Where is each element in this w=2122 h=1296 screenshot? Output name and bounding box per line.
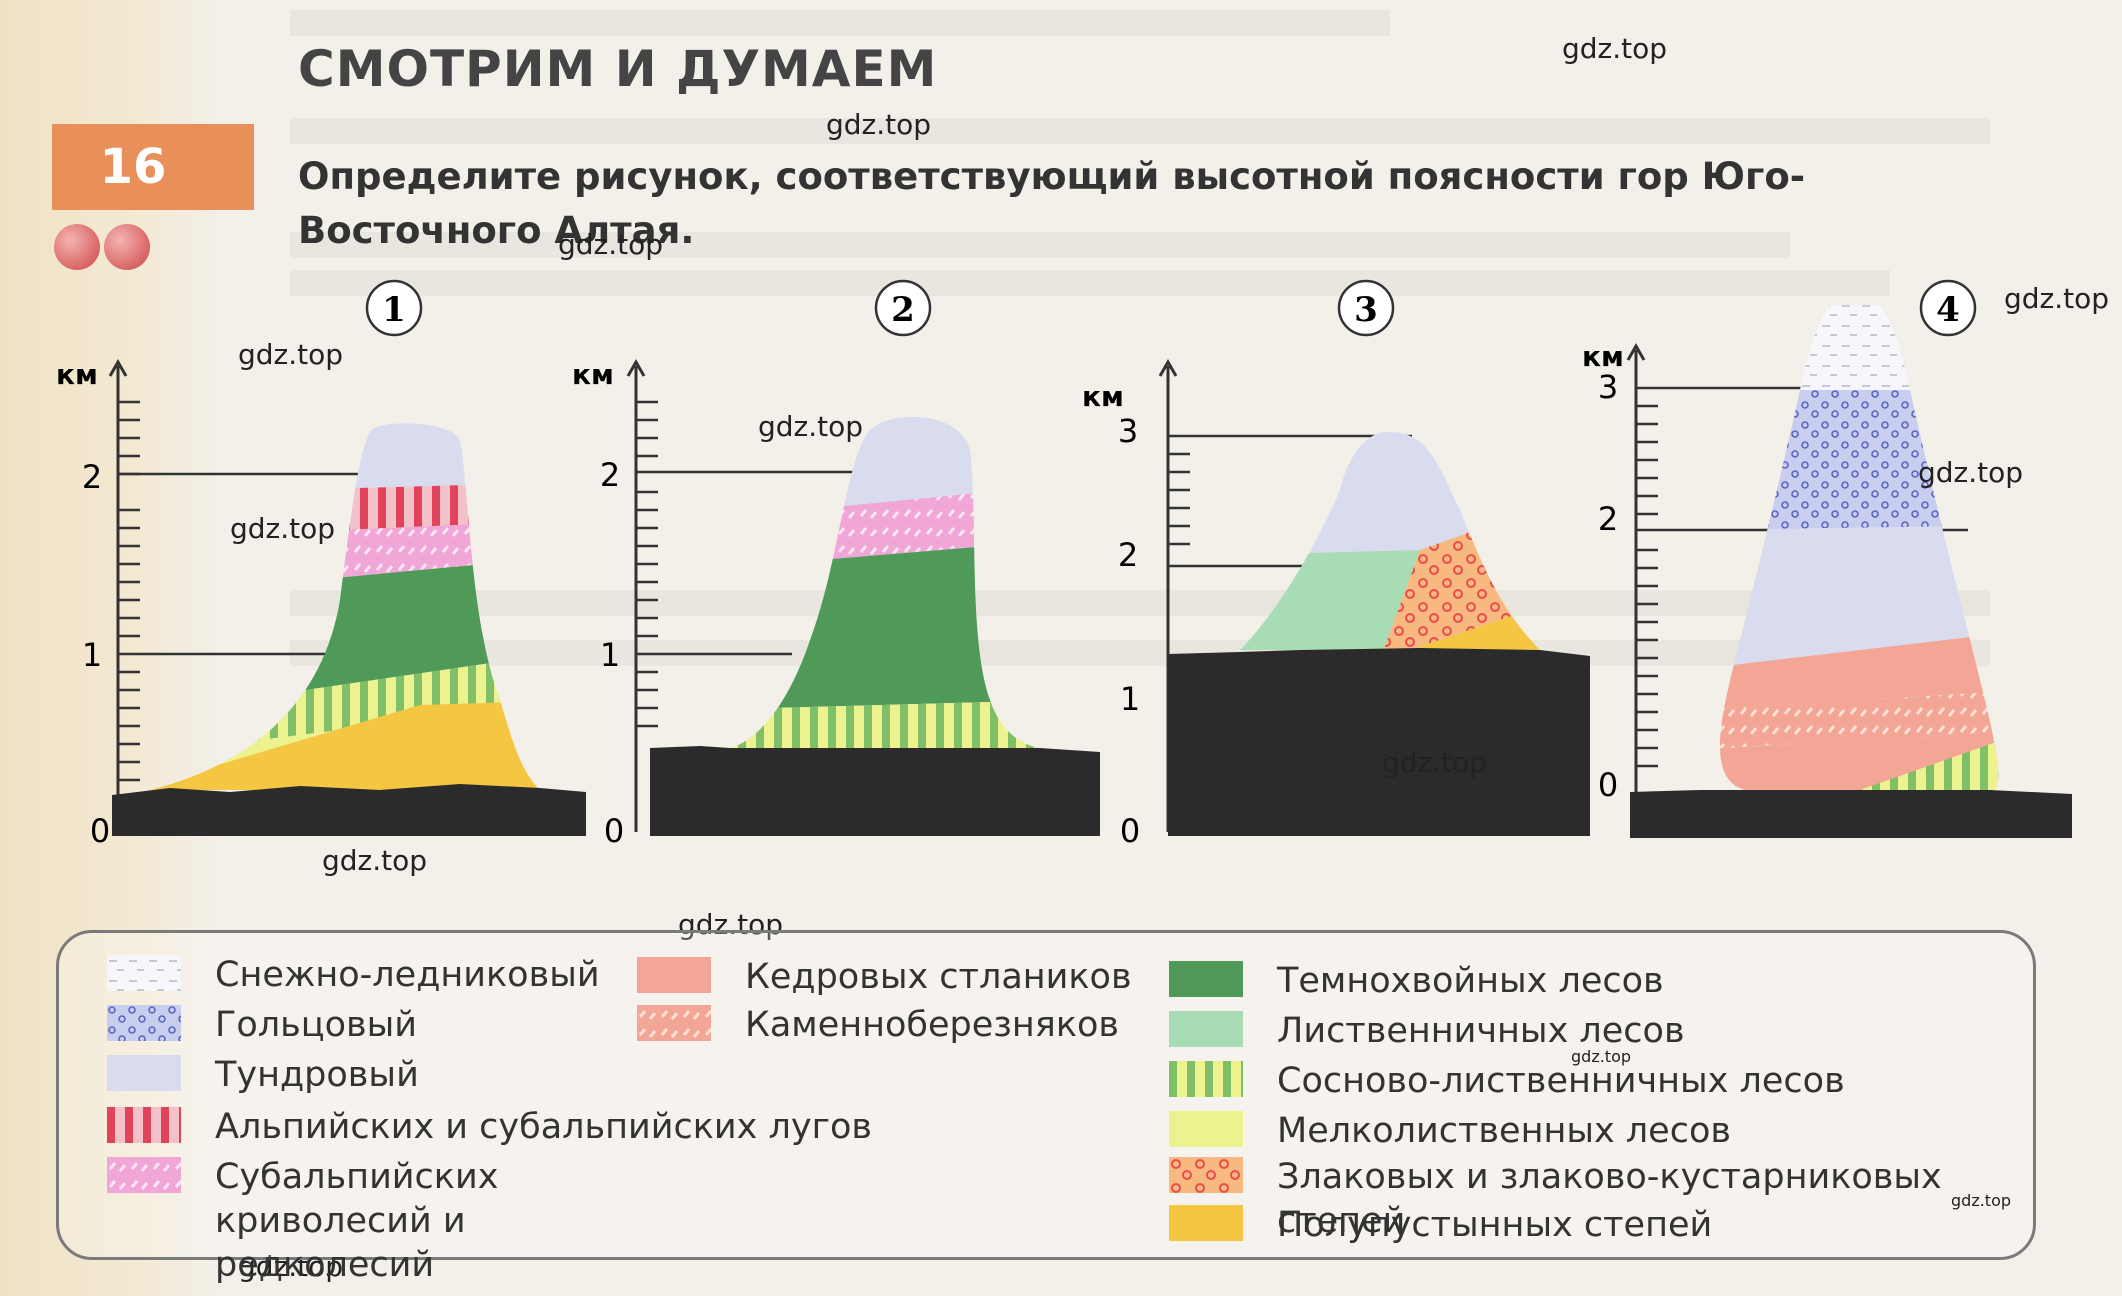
axis-tick-label: 1 [1120, 680, 1140, 718]
difficulty-dot-icon [104, 224, 150, 270]
legend: Снежно-ледниковый Гольцовый Тундровый Ал… [56, 930, 2036, 1285]
diagram-number: 2 [891, 290, 915, 330]
legend-item-tundra: Тундровый [107, 1053, 419, 1097]
bleed-through [290, 118, 1990, 144]
diagram-number: 1 [382, 290, 406, 330]
watermark: gdz.top [238, 1250, 344, 1283]
diagram-number-badge [1919, 279, 1977, 337]
legend-label: Злаковых и злаково-кустарниковых степей [1277, 1157, 1942, 1241]
axis-tick-label: 2 [1598, 500, 1618, 538]
watermark: gdz.top [1382, 746, 1488, 779]
bleed-through [290, 10, 1390, 36]
diagram-number: 4 [1936, 290, 1960, 330]
legend-label: Альпийских и субальпийских лугов [215, 1107, 873, 1147]
watermark: gdz.top [1918, 456, 2024, 489]
legend-label: Сосново-лиственничных лесов [1277, 1061, 1845, 1101]
legend-item-pine-larch: Сосново-лиственничных лесов [1169, 1059, 1845, 1103]
legend-item-grass-steppe: Злаковых и злаково-кустарниковых степей [1169, 1155, 2033, 1243]
legend-label: Темнохвойных лесов [1277, 961, 1664, 1001]
axis-unit-label: км [56, 358, 98, 391]
watermark: gdz.top [678, 908, 784, 941]
axis-tick-label: 3 [1598, 368, 1618, 406]
bleed-through [290, 232, 1790, 258]
legend-label: Кедровых стлаников [745, 957, 1132, 997]
altitudinal-zonation-diagrams: 1 км 2 1 0 2 км 2 [56, 279, 2072, 850]
axis-unit-label: км [1082, 380, 1124, 413]
legend-label: Каменноберезняков [745, 1005, 1120, 1045]
diagram-3: 3 км 3 2 1 0 [1082, 279, 1590, 850]
diagram-number: 3 [1354, 290, 1378, 330]
legend-item-small-leaved: Мелколиственных лесов [1169, 1109, 1731, 1153]
legend-item-dark-conifer: Темнохвойных лесов [1169, 959, 1664, 1003]
axis-tick-label: 0 [604, 812, 624, 850]
legend-item-snow: Снежно-ледниковый [107, 953, 600, 997]
watermark: gdz.top [230, 512, 336, 545]
axis-tick-label: 3 [1118, 412, 1138, 450]
diagram-4: 4 км 3 2 0 [1582, 279, 2072, 838]
watermark: gdz.top [238, 338, 344, 371]
axis-tick-label: 0 [1120, 812, 1140, 850]
task-number-badge: 16 [52, 124, 254, 210]
diagram-number-badge [1337, 279, 1395, 337]
axis-unit-label: км [572, 358, 614, 391]
watermark: gdz.top [2004, 282, 2110, 315]
watermark: gdz.top [322, 844, 428, 877]
diagram-2: 2 км 2 1 0 [572, 279, 1100, 850]
bleed-through [290, 270, 1890, 296]
axis-tick-label: 2 [600, 456, 620, 494]
legend-label: Полупустынных степей [1277, 1205, 1713, 1245]
axis-tick-label: 1 [600, 636, 620, 674]
watermark: gdz.top [1571, 1047, 1632, 1066]
legend-item-alpine-meadows: Альпийских и субальпийских лугов [107, 1105, 872, 1149]
legend-item-cedar-elfin: Кедровых стлаников [637, 955, 1132, 999]
axis-tick-label: 2 [82, 458, 102, 496]
bleed-through [290, 640, 1990, 666]
axis-unit-label: км [1582, 340, 1624, 373]
axis-tick-label: 0 [90, 812, 110, 850]
axis-tick-label: 1 [82, 636, 102, 674]
section-title: СМОТРИМ И ДУМАЕМ [298, 40, 938, 98]
watermark: gdz.top [558, 228, 664, 261]
legend-label: Субальпийских криволесий и редколесий [215, 1157, 499, 1285]
watermark: gdz.top [758, 410, 864, 443]
axis-tick-label: 0 [1598, 766, 1618, 804]
legend-item-larch: Лиственничных лесов [1169, 1009, 1685, 1053]
difficulty-dot-icon [54, 224, 100, 270]
legend-label: Лиственничных лесов [1277, 1011, 1685, 1051]
task-text: Определите рисунок, соответствующий высо… [298, 155, 1806, 252]
watermark: gdz.top [826, 108, 932, 141]
legend-item-stone-birch: Каменноберезняков [637, 1003, 1119, 1047]
diagram-number-badge [874, 279, 932, 337]
axis-tick-label: 2 [1118, 536, 1138, 574]
bleed-through [290, 590, 1990, 616]
legend-label: Тундровый [215, 1055, 419, 1095]
watermark: gdz.top [1562, 32, 1668, 65]
legend-label: Гольцовый [215, 1005, 418, 1045]
diagram-number-badge [365, 279, 423, 337]
legend-item-semidesert-steppe: Полупустынных степей [1169, 1203, 1712, 1247]
legend-label: Снежно-ледниковый [215, 955, 600, 995]
watermark: gdz.top [1951, 1191, 2012, 1210]
legend-item-subalpine-woodland: Субальпийских криволесий и редколесий [107, 1155, 667, 1287]
legend-item-goltsy: Гольцовый [107, 1003, 417, 1047]
legend-label: Мелколиственных лесов [1277, 1111, 1731, 1151]
